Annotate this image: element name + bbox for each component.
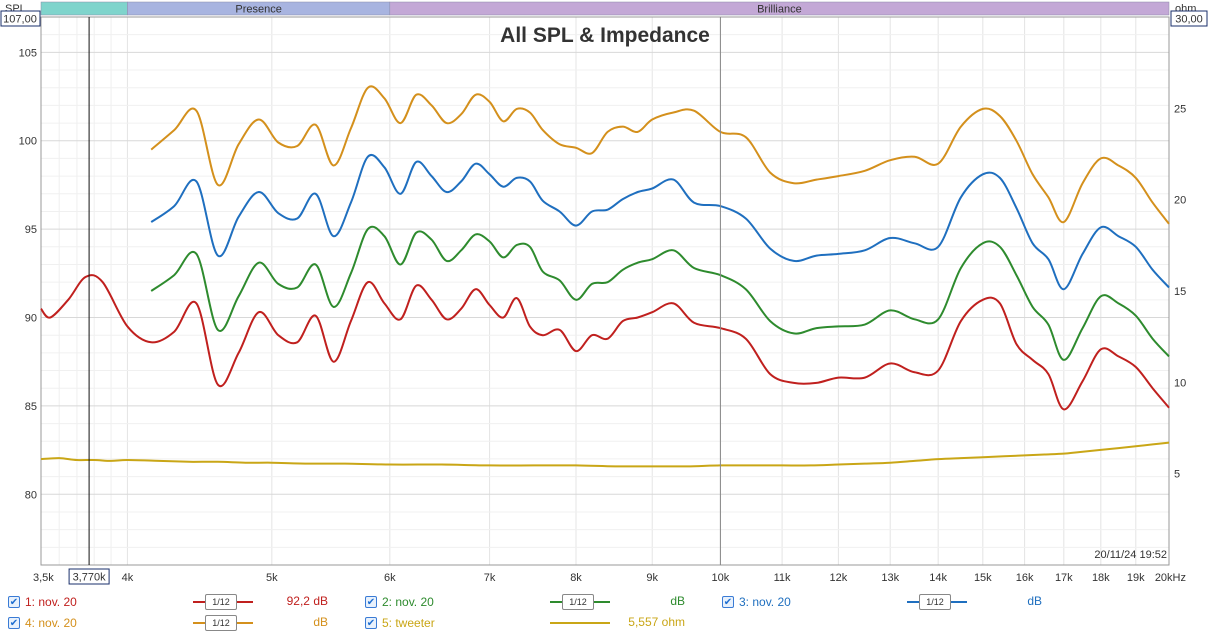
- legend-smoothing[interactable]: 1/12: [550, 594, 610, 610]
- x-tick-label: 16k: [1016, 572, 1034, 584]
- chart-title: All SPL & Impedance: [500, 24, 710, 47]
- smoothing-box[interactable]: 1/12: [562, 594, 594, 610]
- series-line-3: [150, 154, 1170, 291]
- x-tick-label: 3,5k: [33, 572, 54, 584]
- band-label-1: Presence: [235, 4, 281, 16]
- legend-item-2: ✔ 2: nov. 20 1/12 dB: [365, 592, 710, 612]
- legend-value: dB: [313, 615, 328, 629]
- legend-name: 5: tweeter: [382, 616, 435, 630]
- y-right-max-value: 30,00: [1175, 14, 1203, 26]
- smoothing-box[interactable]: 1/12: [205, 615, 237, 631]
- x-tick-label: 17k: [1055, 572, 1073, 584]
- y-left-max-value: 107,00: [3, 14, 37, 26]
- x-axis: 3,5k 4k 5k 6k 7k 8k 9k 10k 11k 12k 13k 14k 15k 16k 17k…: [33, 572, 1186, 584]
- series-line-2: [150, 225, 1170, 361]
- x-tick-label: 14k: [929, 572, 947, 584]
- legend-smoothing[interactable]: [550, 615, 610, 631]
- x-tick-label: 10k: [712, 572, 730, 584]
- y-left-tick-label: 85: [25, 401, 37, 413]
- y-left-max-box[interactable]: 107,00: [0, 10, 41, 27]
- x-tick-label: 15k: [974, 572, 992, 584]
- legend-checkbox[interactable]: ✔: [722, 596, 734, 608]
- y-left-tick-label: 80: [25, 489, 37, 501]
- y-left-tick-label: 95: [25, 224, 37, 236]
- legend-value: 92,2 dB: [286, 594, 328, 608]
- x-tick-label: 11k: [774, 572, 791, 584]
- band-2[interactable]: [389, 1, 1170, 16]
- legend-name: 1: nov. 20: [25, 595, 77, 609]
- x-tick-label: 9k: [646, 572, 658, 584]
- x-tick-label: 8k: [570, 572, 582, 584]
- legend-smoothing[interactable]: 1/12: [907, 594, 967, 610]
- y-right-tick-label: 15: [1174, 286, 1186, 298]
- legend-item-5: ✔ 5: tweeter 5,557 ohm: [365, 613, 710, 633]
- spl-impedance-chart[interactable]: Presence Brilliance 80 85 90 95 100 105 5 10 15 2…: [0, 0, 1221, 590]
- legend-name: 2: nov. 20: [382, 595, 434, 609]
- y-right-tick-label: 5: [1174, 469, 1180, 481]
- series-line-5: [40, 441, 1170, 468]
- y-right-max-box[interactable]: 30,00: [1170, 10, 1208, 27]
- x-tick-label: 20kHz: [1155, 572, 1186, 584]
- legend-smoothing[interactable]: 1/12: [193, 594, 253, 610]
- series-line-1: [40, 274, 1170, 411]
- y-left-tick-label: 105: [19, 47, 37, 59]
- legend-name: 3: nov. 20: [739, 595, 791, 609]
- legend: ✔ 1: nov. 20 1/12 92,2 dB ✔ 2: nov. 20 1/12 dB ✔…: [0, 592, 1221, 636]
- legend-checkbox[interactable]: ✔: [8, 596, 20, 608]
- legend-checkbox[interactable]: ✔: [8, 617, 20, 629]
- y-right-tick-label: 10: [1174, 377, 1186, 389]
- x-tick-label: 6k: [384, 572, 396, 584]
- x-tick-label: 4k: [122, 572, 134, 584]
- frequency-band-bar[interactable]: Presence Brilliance: [40, 1, 1170, 16]
- cursor-label: 3,770k: [73, 572, 107, 584]
- y-right-tick-label: 20: [1174, 195, 1186, 207]
- cursor-label-box[interactable]: [68, 568, 110, 585]
- band-0[interactable]: [40, 1, 128, 16]
- x-tick-label: 18k: [1092, 572, 1110, 584]
- cursor[interactable]: 3,770k: [68, 17, 721, 585]
- legend-value: dB: [1027, 594, 1042, 608]
- legend-checkbox[interactable]: ✔: [365, 596, 377, 608]
- timestamp: 20/11/24 19:52: [1094, 549, 1167, 561]
- legend-value: dB: [670, 594, 685, 608]
- band-label-2: Brilliance: [757, 4, 802, 16]
- y-axis-left: 80 85 90 95 100 105: [19, 47, 37, 501]
- grid: [41, 16, 1169, 566]
- x-tick-label: 7k: [484, 572, 496, 584]
- smoothing-box[interactable]: 1/12: [205, 594, 237, 610]
- y-left-tick-label: 100: [19, 136, 37, 148]
- legend-value: 5,557 ohm: [628, 615, 685, 629]
- x-tick-label: 19k: [1127, 572, 1145, 584]
- legend-checkbox[interactable]: ✔: [365, 617, 377, 629]
- y-axis-right: 5 10 15 20 25: [1174, 103, 1186, 480]
- legend-item-3: ✔ 3: nov. 20 1/12 dB: [722, 592, 1067, 612]
- y-left-tick-label: 90: [25, 313, 37, 325]
- y-right-tick-label: 25: [1174, 103, 1186, 115]
- x-tick-label: 13k: [881, 572, 899, 584]
- legend-item-1: ✔ 1: nov. 20 1/12 92,2 dB: [8, 592, 353, 612]
- plot-area[interactable]: [40, 16, 1170, 566]
- x-tick-label: 12k: [830, 572, 848, 584]
- legend-name: 4: nov. 20: [25, 616, 77, 630]
- x-tick-label: 5k: [266, 572, 278, 584]
- series-line-4: [150, 85, 1170, 225]
- smoothing-box[interactable]: 1/12: [919, 594, 951, 610]
- legend-line-swatch: [550, 622, 610, 624]
- series-lines: [40, 85, 1170, 468]
- legend-smoothing[interactable]: 1/12: [193, 615, 253, 631]
- legend-item-4: ✔ 4: nov. 20 1/12 dB: [8, 613, 353, 633]
